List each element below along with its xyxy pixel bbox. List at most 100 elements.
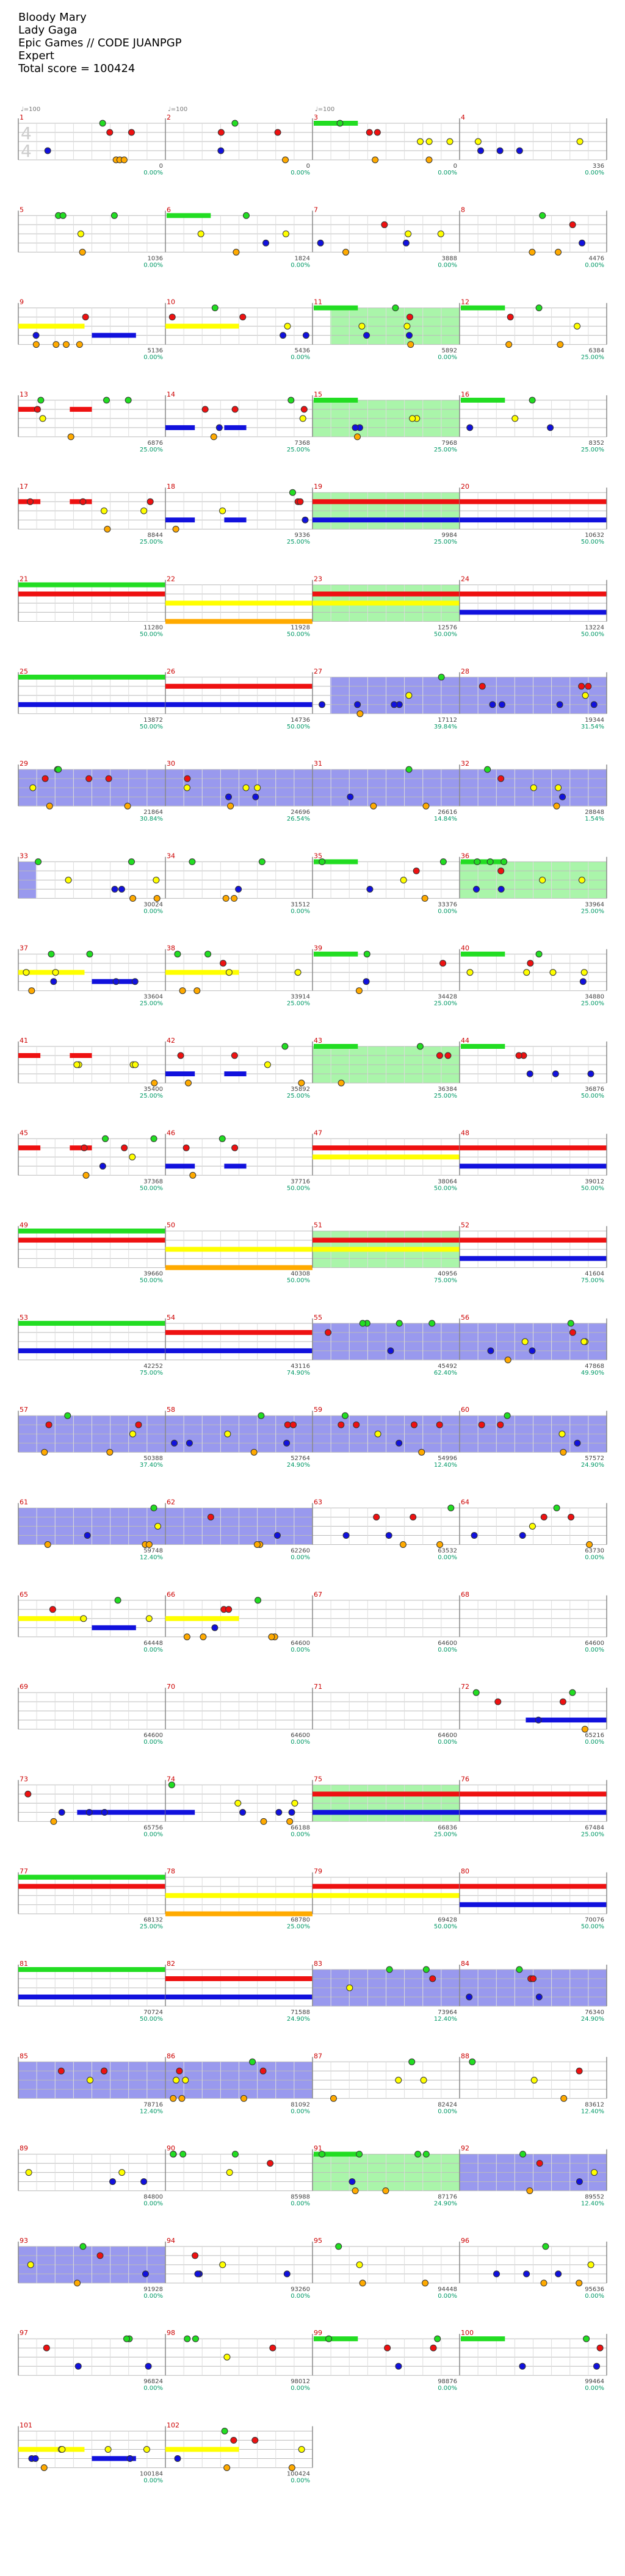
sustain-bar bbox=[312, 1791, 460, 1797]
note-gem bbox=[353, 1421, 360, 1428]
measure-number: 57 bbox=[20, 1406, 28, 1414]
note-gem bbox=[540, 2279, 547, 2287]
note-gem bbox=[474, 138, 482, 145]
note-gem bbox=[35, 858, 42, 865]
note-gem bbox=[242, 784, 250, 791]
measure-number: 99 bbox=[314, 2329, 322, 2337]
note-gem bbox=[176, 2067, 183, 2074]
note-gem bbox=[505, 341, 513, 348]
measure-number: 79 bbox=[314, 1868, 322, 1876]
measure-number: 10 bbox=[167, 298, 175, 306]
measure-score: 336 bbox=[593, 163, 604, 170]
note-gem bbox=[146, 498, 154, 505]
note-gem bbox=[168, 1781, 175, 1788]
note-gem bbox=[590, 701, 598, 708]
note-gem bbox=[50, 978, 57, 985]
note-gem bbox=[224, 1430, 231, 1437]
note-gem bbox=[499, 701, 506, 708]
sustain-bar bbox=[461, 305, 505, 311]
measure-percent: 50.00% bbox=[140, 724, 163, 730]
note-gem bbox=[352, 2187, 359, 2195]
note-gem bbox=[225, 1606, 233, 1613]
measure-number: 90 bbox=[167, 2145, 175, 2153]
measure-number: 61 bbox=[20, 1498, 28, 1506]
note-gem bbox=[536, 2160, 543, 2167]
sustain-bar bbox=[92, 2456, 136, 2461]
note-gem bbox=[87, 2076, 94, 2084]
note-gem bbox=[26, 498, 34, 505]
note-gem bbox=[396, 1320, 403, 1327]
note-gem bbox=[215, 424, 223, 431]
sustain-bar bbox=[18, 323, 85, 329]
measure-score: 68132 bbox=[143, 1917, 163, 1924]
note-gem bbox=[174, 951, 181, 958]
sustain-bar bbox=[224, 517, 247, 523]
note-gem bbox=[44, 1541, 51, 1548]
measure-percent: 50.00% bbox=[140, 1185, 163, 1192]
note-gem bbox=[507, 314, 514, 321]
note-gem bbox=[318, 2151, 325, 2158]
note-gem bbox=[535, 1716, 542, 1724]
note-gem bbox=[576, 138, 583, 145]
note-gem bbox=[82, 314, 89, 321]
sustain-bar bbox=[18, 1237, 165, 1243]
note-gem bbox=[106, 129, 114, 136]
note-gem bbox=[425, 138, 433, 145]
measure-number: 89 bbox=[20, 2145, 28, 2153]
note-gem bbox=[466, 1993, 473, 2001]
measure-number: 93 bbox=[20, 2237, 28, 2245]
note-gem bbox=[170, 2151, 177, 2158]
note-gem bbox=[439, 858, 447, 865]
measure-score: 5436 bbox=[295, 348, 310, 354]
note-gem bbox=[268, 1633, 275, 1641]
chart-row: 97968240.00%98980120.00%99988760.00%1009… bbox=[18, 2329, 607, 2392]
sustain-bar bbox=[460, 1256, 607, 1261]
measure-score: 24696 bbox=[291, 809, 310, 816]
note-gem bbox=[559, 1698, 566, 1705]
note-gem bbox=[150, 1135, 157, 1142]
note-gem bbox=[170, 2095, 177, 2102]
note-gem bbox=[262, 239, 270, 246]
sustain-bar bbox=[165, 1329, 312, 1335]
note-gem bbox=[44, 147, 51, 154]
note-gem bbox=[45, 1421, 52, 1428]
measure-number: 4 bbox=[461, 113, 465, 121]
sustain-bar bbox=[165, 1265, 312, 1270]
note-gem bbox=[341, 1412, 349, 1419]
note-gem bbox=[529, 1347, 536, 1355]
note-gem bbox=[255, 1597, 262, 1604]
measure-score: 99464 bbox=[585, 2378, 604, 2385]
note-gem bbox=[258, 1412, 265, 1419]
measure-number: 75 bbox=[314, 1775, 322, 1783]
measure-percent: 0.00% bbox=[291, 908, 310, 915]
measure-percent: 25.00% bbox=[140, 1001, 163, 1007]
measure-score: 34428 bbox=[438, 994, 457, 1001]
measure-percent: 50.00% bbox=[434, 1185, 457, 1192]
note-gem bbox=[479, 683, 486, 690]
measure-number: 88 bbox=[461, 2052, 469, 2060]
measure-percent: 25.00% bbox=[581, 908, 604, 915]
sustain-bar bbox=[165, 1893, 312, 1898]
measure-score: 64448 bbox=[143, 1640, 163, 1647]
measure-number: 81 bbox=[20, 1960, 28, 1968]
sustain-bar bbox=[165, 517, 195, 523]
chart-row: 65644480.00%66646000.00%67646000.00%6864… bbox=[18, 1591, 607, 1653]
note-gem bbox=[184, 2335, 191, 2342]
measure-percent: 39.84% bbox=[434, 724, 457, 730]
measure-percent: 1.54% bbox=[585, 816, 604, 822]
note-gem bbox=[121, 1144, 128, 1151]
note-gem bbox=[593, 2362, 601, 2370]
note-gem bbox=[283, 1439, 291, 1447]
note-gem bbox=[519, 2151, 527, 2158]
note-gem bbox=[317, 239, 324, 246]
note-gem bbox=[420, 2076, 427, 2084]
measure-score: 0 bbox=[159, 163, 163, 170]
